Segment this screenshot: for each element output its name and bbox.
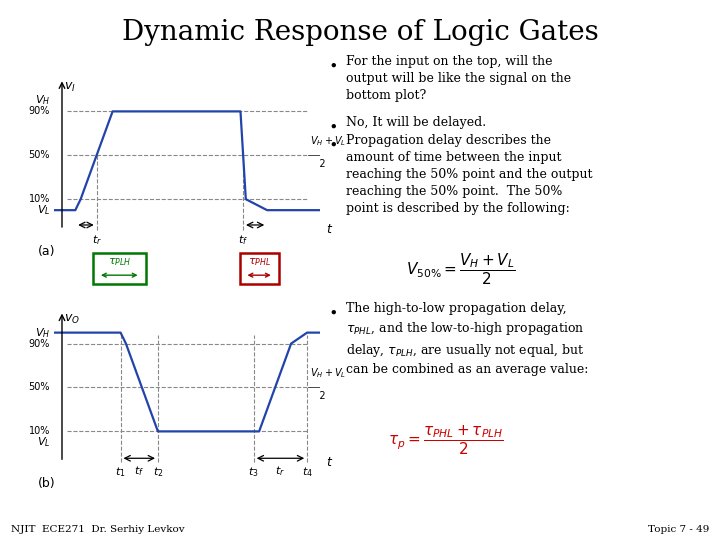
Text: $\bullet$: $\bullet$ [328,136,337,151]
Text: $V_H$: $V_H$ [35,93,50,107]
Text: $\tau_p = \dfrac{\tau_{PHL} + \tau_{PLH}}{2}$: $\tau_p = \dfrac{\tau_{PHL} + \tau_{PLH}… [388,424,505,457]
Text: 90%: 90% [29,106,50,117]
Text: $V_L$: $V_L$ [37,435,50,449]
Text: $t_1$: $t_1$ [115,465,126,479]
Text: 10%: 10% [29,194,50,204]
Text: $\bullet$: $\bullet$ [328,304,337,319]
Text: NJIT  ECE271  Dr. Serhiy Levkov: NJIT ECE271 Dr. Serhiy Levkov [11,524,184,534]
Text: 50%: 50% [29,150,50,160]
Text: (a): (a) [38,245,55,258]
Text: $V_H + V_L$: $V_H + V_L$ [310,366,346,380]
Text: $V_H + V_L$: $V_H + V_L$ [310,134,346,147]
Text: For the input on the top, will the
output will be like the signal on the
bottom : For the input on the top, will the outpu… [346,55,571,102]
Text: $t_r$: $t_r$ [276,464,285,477]
Text: $V_{50\%} = \dfrac{V_H + V_L}{2}$: $V_{50\%} = \dfrac{V_H + V_L}{2}$ [406,251,516,287]
Text: Dynamic Response of Logic Gates: Dynamic Response of Logic Gates [122,19,598,46]
Text: $t_2$: $t_2$ [153,465,163,479]
Text: 10%: 10% [29,427,50,436]
Text: $t$: $t$ [325,456,333,469]
Text: 2: 2 [310,391,325,401]
Text: No, It will be delayed.: No, It will be delayed. [346,116,486,129]
Text: 50%: 50% [29,382,50,393]
Text: $t_4$: $t_4$ [302,465,312,479]
Text: $\bullet$: $\bullet$ [328,57,337,72]
Text: $\tau_{PLH}$: $\tau_{PLH}$ [107,256,131,268]
Text: $t_3$: $t_3$ [248,465,259,479]
Text: $V_L$: $V_L$ [37,203,50,217]
Text: Topic 7 - 49: Topic 7 - 49 [648,524,709,534]
Text: $v_I$: $v_I$ [64,80,76,94]
Text: $V_H$: $V_H$ [35,326,50,340]
Text: The high-to-low propagation delay,
$\tau_{PHL}$, and the low-to-high propagation: The high-to-low propagation delay, $\tau… [346,302,588,376]
Text: 2: 2 [310,159,325,168]
Text: $\tau_{PHL}$: $\tau_{PHL}$ [248,256,271,268]
Text: $t_f$: $t_f$ [238,233,248,247]
Text: $t$: $t$ [325,224,333,237]
Text: $t_f$: $t_f$ [134,464,144,477]
Text: (b): (b) [38,477,55,490]
Text: $\bullet$: $\bullet$ [328,117,337,132]
Text: $t_r$: $t_r$ [91,233,102,247]
Text: $v_O$: $v_O$ [64,313,80,326]
Text: Propagation delay describes the
amount of time between the input
reaching the 50: Propagation delay describes the amount o… [346,134,592,215]
Text: 90%: 90% [29,339,50,349]
